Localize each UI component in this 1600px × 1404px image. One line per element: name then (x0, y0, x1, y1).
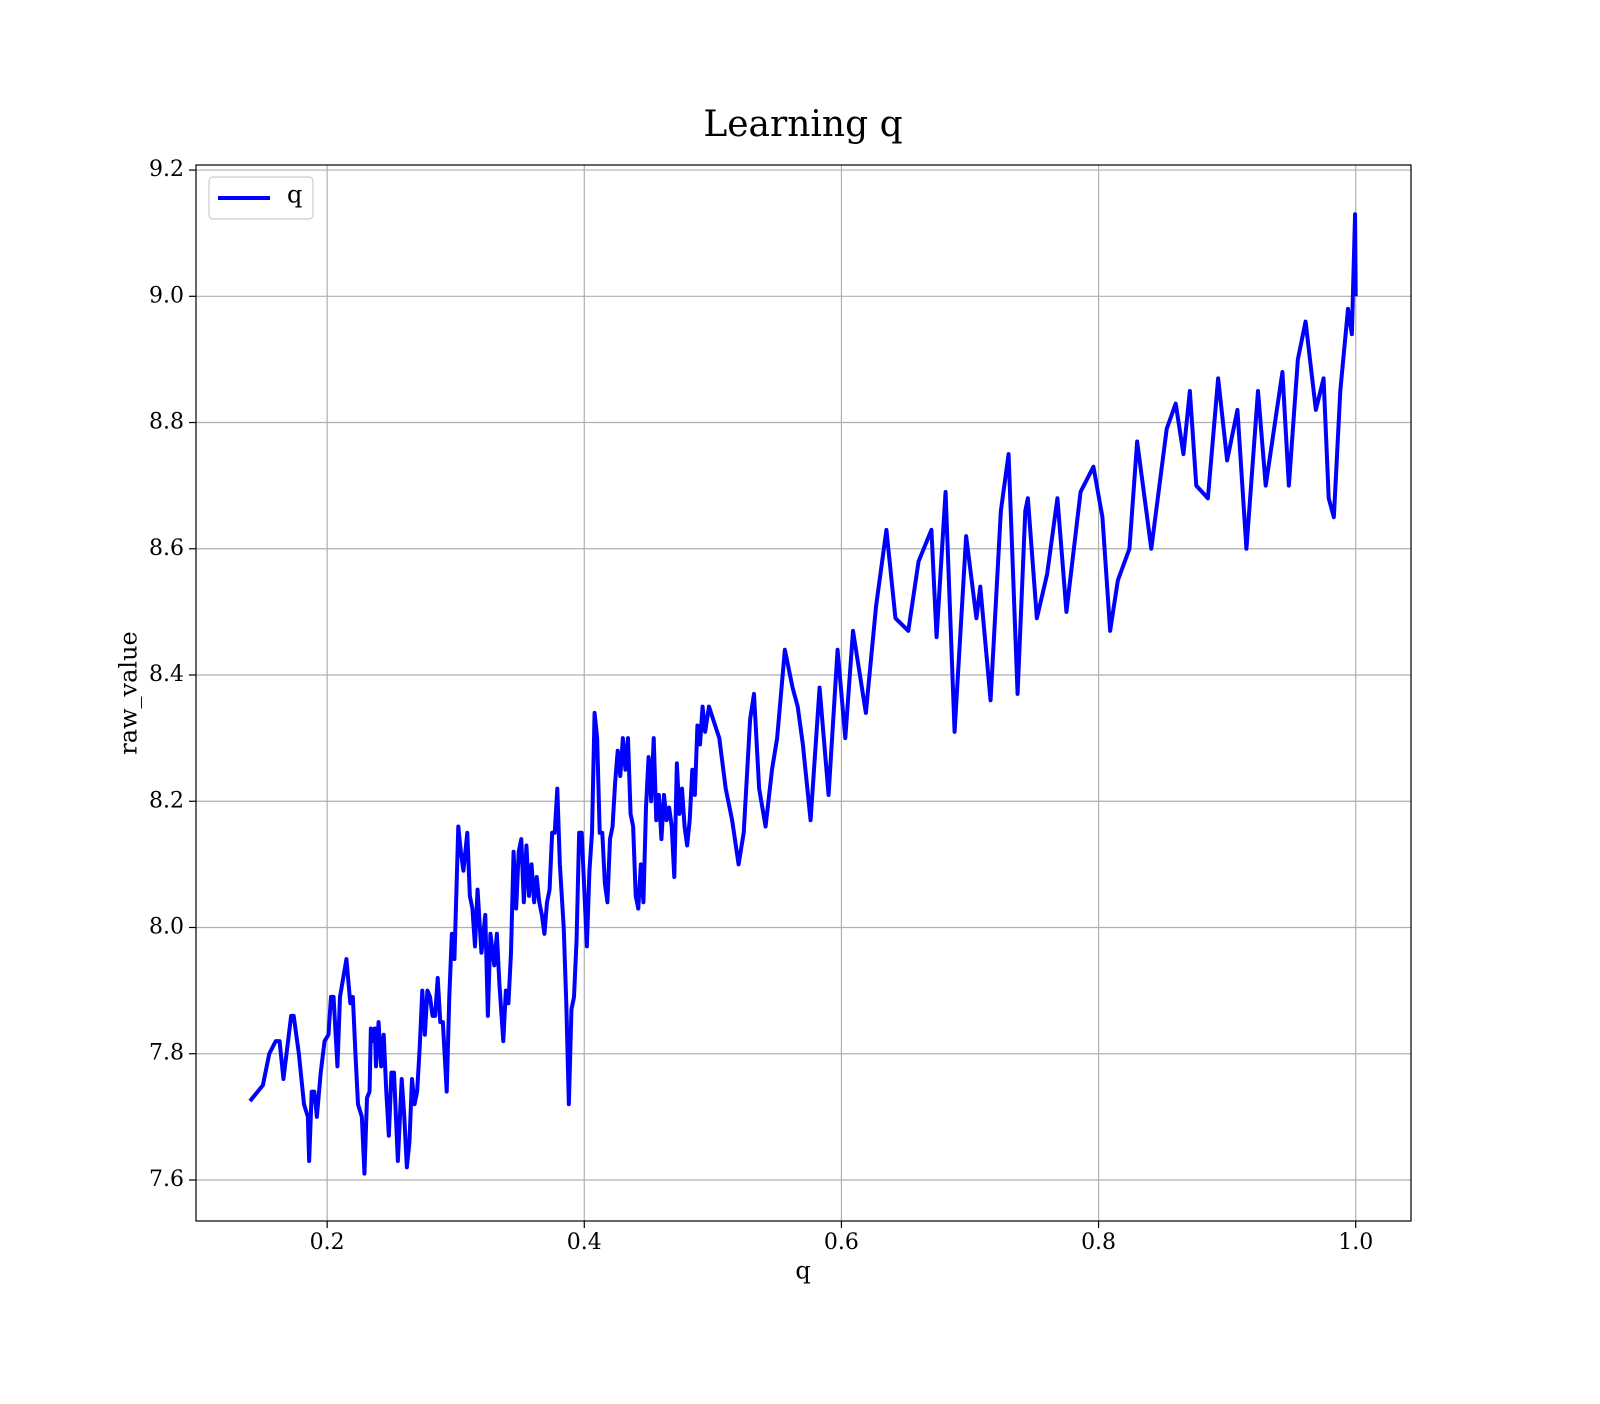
plot-frame (195, 164, 1412, 1222)
x-tick-label: 0.2 (310, 1230, 345, 1255)
y-tick-label: 8.2 (149, 788, 184, 813)
y-tick-label: 8.4 (149, 662, 184, 687)
y-tick-label: 7.6 (149, 1167, 184, 1192)
y-tick-label: 7.8 (149, 1041, 184, 1066)
x-tick-label: 1.0 (1338, 1230, 1373, 1255)
y-axis-label: raw_value (115, 631, 143, 755)
legend-label: q (287, 181, 302, 209)
y-tick-label: 8.0 (149, 914, 184, 939)
x-tick-label: 0.4 (567, 1230, 602, 1255)
x-axis-label: q (795, 1257, 810, 1285)
y-tick-label: 8.6 (149, 536, 184, 561)
x-tick-label: 0.8 (1081, 1230, 1116, 1255)
line-series (248, 212, 1358, 1176)
y-tick-label: 9.0 (149, 283, 184, 308)
x-tick-label: 0.6 (824, 1230, 859, 1255)
y-tick-label: 8.8 (149, 410, 184, 435)
chart-title: Learning q (703, 104, 902, 145)
y-tick-label: 9.2 (149, 157, 184, 182)
